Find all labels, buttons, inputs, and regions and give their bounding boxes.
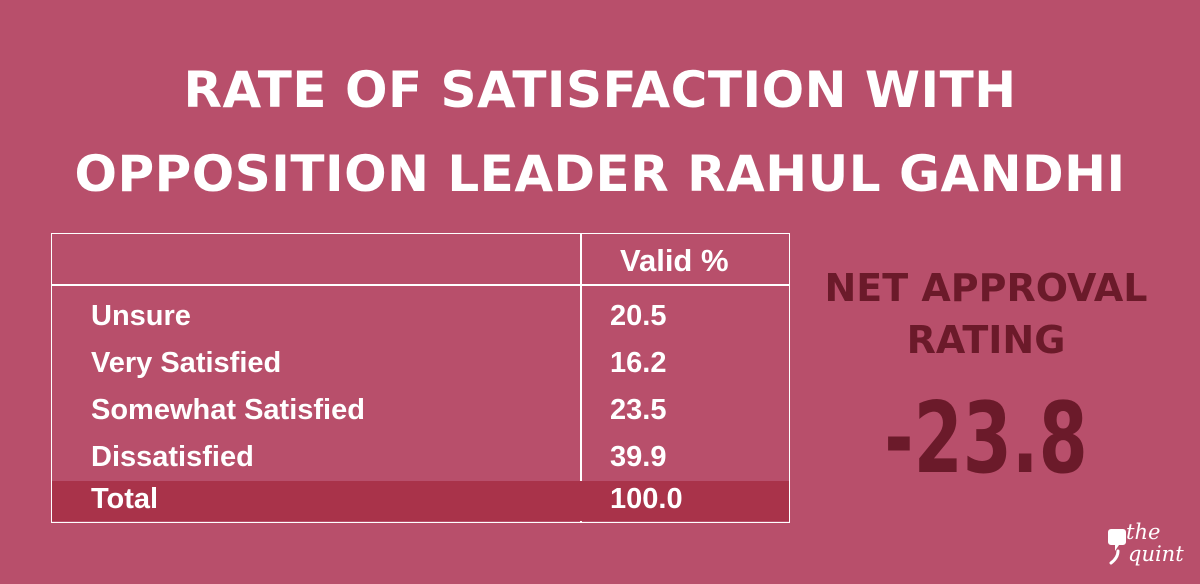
row-label: Dissatisfied	[91, 441, 254, 473]
column-header-valid-percent: Valid %	[620, 243, 729, 278]
column-divider	[580, 234, 582, 522]
table-row: Dissatisfied 39.9	[52, 434, 789, 481]
net-approval-label-line-2: RATING	[906, 318, 1066, 362]
the-quint-logo: the quint	[1108, 515, 1188, 577]
title-line-1: RATE OF SATISFACTION WITH	[183, 61, 1017, 119]
satisfaction-table: Valid % Unsure 20.5 Very Satisfied 16.2 …	[51, 233, 790, 523]
row-value: 20.5	[610, 300, 667, 332]
row-label: Somewhat Satisfied	[91, 394, 365, 426]
quint-quote-icon	[1108, 529, 1126, 565]
total-value: 100.0	[610, 483, 683, 515]
row-label: Unsure	[91, 300, 191, 332]
row-value: 39.9	[610, 441, 667, 473]
row-value: 23.5	[610, 394, 667, 426]
title-line-2: OPPOSITION LEADER RAHUL GANDHI	[74, 145, 1126, 203]
table-row: Very Satisfied 16.2	[52, 340, 789, 387]
row-value: 16.2	[610, 347, 667, 379]
total-label: Total	[91, 483, 159, 515]
table-row: Unsure 20.5	[52, 293, 789, 340]
table-row: Somewhat Satisfied 23.5	[52, 387, 789, 434]
logo-text-line-2: quint	[1128, 542, 1184, 566]
logo-text-line-1: the	[1126, 520, 1161, 544]
net-approval-label: NET APPROVAL RATING	[808, 262, 1164, 366]
total-row: Total 100.0	[52, 481, 789, 521]
row-label: Very Satisfied	[91, 347, 282, 379]
chart-title: RATE OF SATISFACTION WITH OPPOSITION LEA…	[0, 48, 1200, 216]
header-divider	[52, 284, 789, 286]
net-approval-value: -23.8	[884, 382, 1088, 496]
net-approval-label-line-1: NET APPROVAL	[824, 266, 1148, 310]
